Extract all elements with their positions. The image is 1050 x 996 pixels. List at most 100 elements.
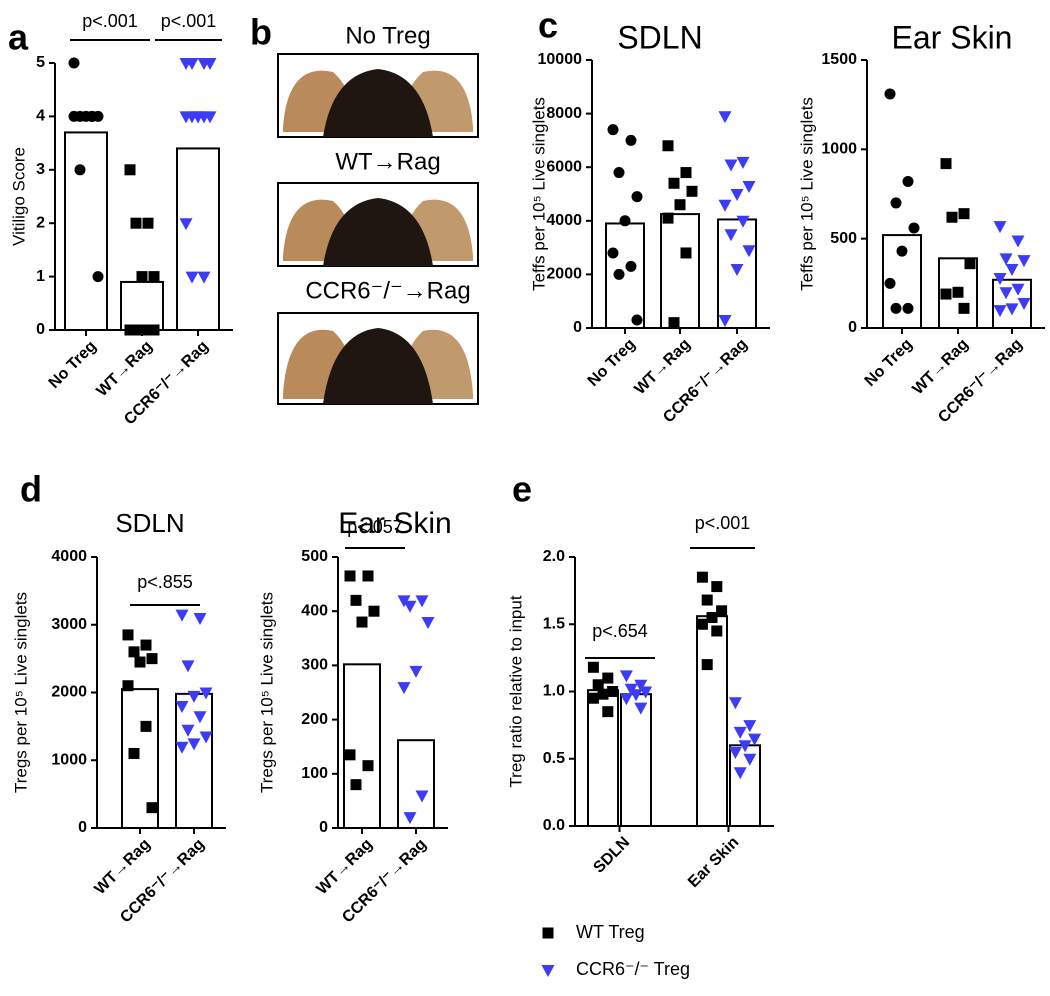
data-point [356, 616, 368, 628]
y-tick-label: 0.5 [543, 750, 565, 767]
data-point [724, 229, 738, 242]
data-point [634, 679, 648, 692]
y-tick-label: 1500 [821, 51, 857, 68]
y-tick-label: 300 [301, 657, 328, 674]
y-tick-label: 400 [301, 602, 328, 619]
data-point [187, 690, 201, 703]
x-tick-label: SDLN [590, 834, 633, 877]
data-point [421, 617, 435, 630]
data-point [197, 271, 211, 284]
chart-title: Ear Skin [338, 507, 451, 540]
data-point [696, 618, 708, 630]
data-point [134, 656, 146, 668]
head [323, 198, 433, 266]
data-point [696, 571, 708, 583]
bar [120, 280, 164, 332]
data-point [587, 661, 599, 673]
data-point [175, 741, 189, 754]
data-point [639, 686, 653, 699]
data-point [1011, 283, 1025, 296]
data-point [908, 222, 920, 234]
data-point [140, 720, 152, 732]
y-axis-label: Tregs per 10⁵ Live singlets [11, 592, 30, 793]
data-point [674, 199, 686, 211]
data-point [724, 159, 738, 172]
y-tick-label: 1000 [51, 751, 87, 768]
data-point [403, 812, 417, 825]
data-point [199, 687, 213, 700]
data-point [181, 660, 195, 673]
data-point [964, 258, 976, 270]
data-point [742, 245, 756, 258]
data-point [743, 753, 757, 766]
y-tick-label: 1 [36, 268, 45, 285]
y-tick-label: 500 [830, 230, 857, 247]
y-tick-label: 100 [301, 765, 328, 782]
data-point [718, 199, 732, 212]
data-point [613, 268, 625, 280]
data-point [629, 689, 643, 702]
data-point [631, 191, 643, 203]
y-tick-label: 3000 [51, 616, 87, 633]
data-point [668, 177, 680, 189]
y-tick-label: 500 [301, 548, 328, 565]
data-point [403, 600, 417, 613]
data-point [958, 208, 970, 220]
legend-label: CCR6⁻/⁻ Treg [576, 959, 690, 979]
data-point [940, 288, 952, 300]
data-point [68, 110, 80, 122]
data-point [999, 253, 1013, 266]
y-tick-label: 8000 [546, 105, 582, 122]
data-point [730, 189, 744, 201]
data-point [728, 747, 742, 760]
y-tick-label: 2000 [51, 684, 87, 701]
data-point [999, 287, 1013, 300]
data-point [607, 247, 619, 259]
data-point [993, 221, 1007, 234]
data-point [706, 612, 718, 624]
data-point [128, 747, 140, 759]
p-value: p<.855 [137, 572, 193, 592]
y-tick-label: 10000 [538, 51, 583, 68]
data-point [136, 271, 148, 283]
x-tick-label: No Treg [585, 336, 639, 390]
data-point [409, 665, 423, 678]
y-tick-label: 0 [319, 819, 328, 836]
data-point [619, 693, 633, 706]
x-tick-label: No Treg [46, 338, 100, 392]
data-point [181, 724, 195, 737]
image-caption: CCR6⁻/⁻→Rag [305, 277, 470, 304]
chart-title: SDLN [115, 508, 184, 538]
panel-letter: c [538, 5, 558, 46]
data-point [362, 760, 374, 772]
data-point [701, 594, 713, 606]
data-point [203, 111, 217, 124]
data-point [362, 570, 374, 582]
legend-marker [541, 965, 555, 977]
data-point [701, 659, 713, 671]
data-point [728, 697, 742, 710]
p-value: p<.654 [592, 621, 648, 641]
data-point [68, 57, 80, 69]
x-tick-label: No Treg [862, 336, 916, 390]
y-tick-label: 1.0 [543, 683, 565, 700]
data-point [130, 324, 142, 336]
data-point [736, 215, 750, 228]
y-tick-label: 3 [36, 161, 45, 178]
data-point [122, 680, 134, 692]
data-point [415, 790, 429, 803]
data-point [92, 271, 104, 283]
data-point [185, 271, 199, 284]
data-point [634, 702, 648, 715]
data-point [130, 217, 142, 229]
data-point [344, 749, 356, 761]
y-tick-label: 2 [36, 214, 45, 231]
data-point [958, 302, 970, 314]
data-point [662, 140, 674, 152]
bar [175, 692, 213, 829]
data-point [597, 688, 609, 700]
panel-letter: a [8, 17, 29, 58]
data-point [607, 124, 619, 136]
data-point [128, 646, 140, 658]
